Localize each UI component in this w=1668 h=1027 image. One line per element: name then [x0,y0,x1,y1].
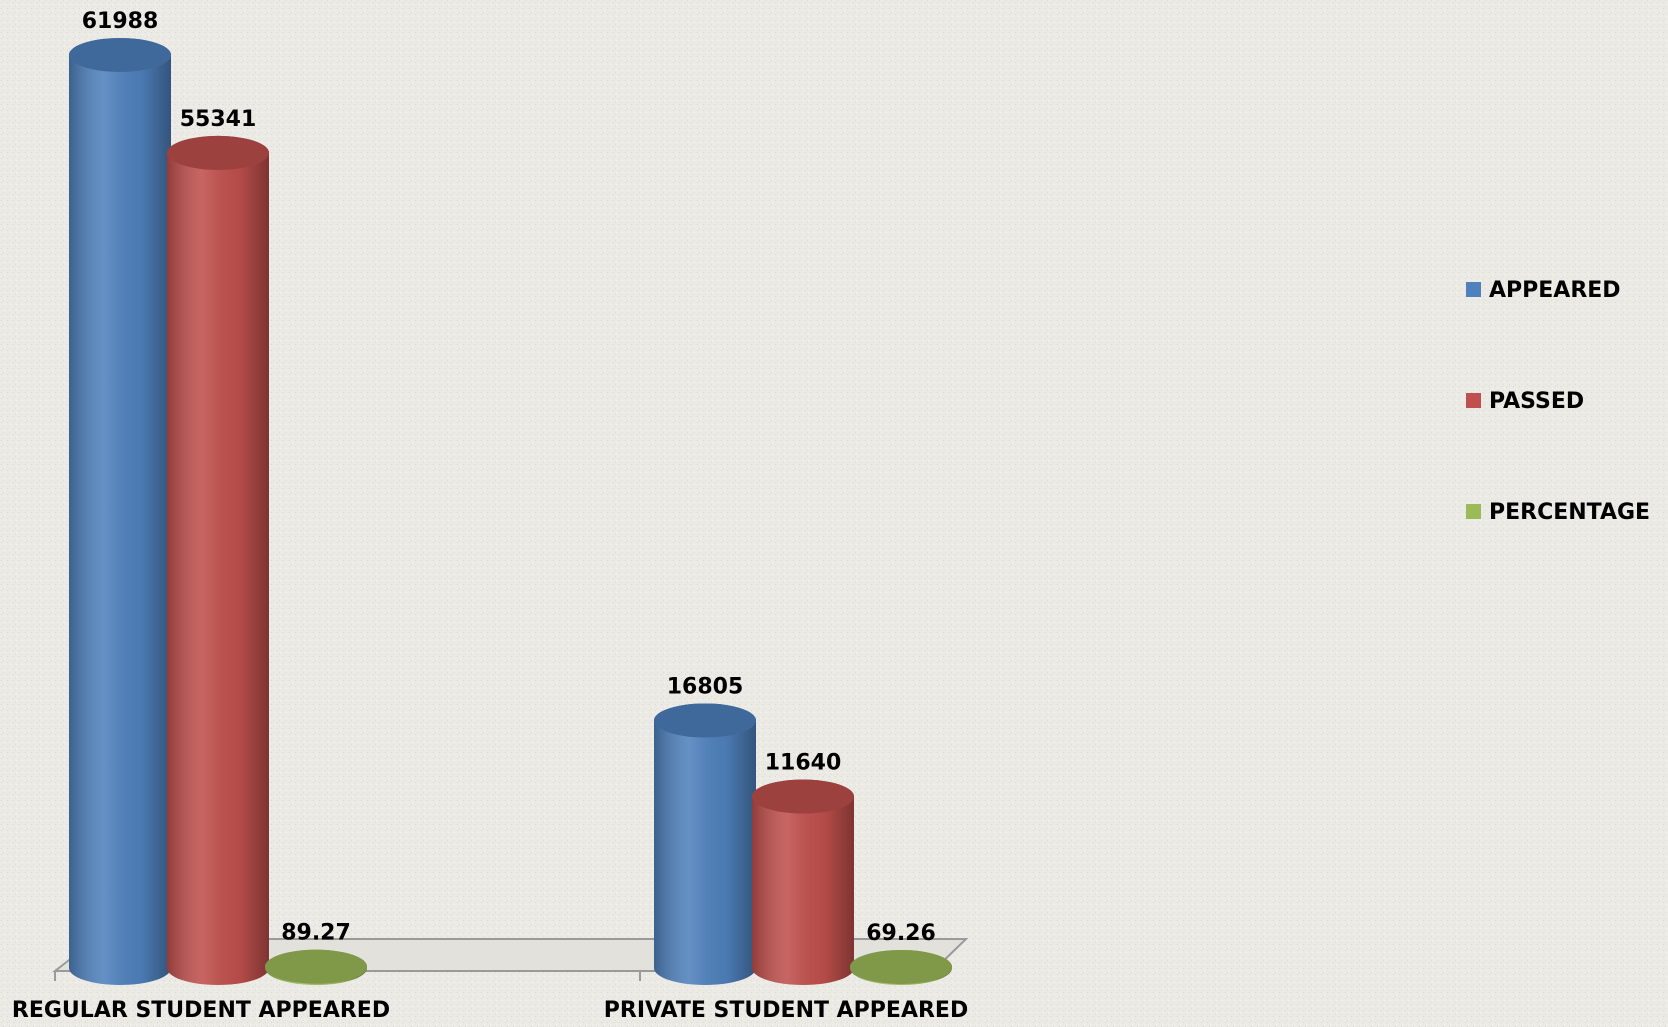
bar-top-shade [752,779,854,814]
bar-shade [167,135,269,986]
x-tick-label: REGULAR STUDENT APPEARED [12,998,390,1023]
legend-label: PERCENTAGE [1489,500,1650,525]
legend-label: PASSED [1489,389,1584,414]
bar-top-shade [265,949,367,984]
bar-top [654,703,756,738]
bar-shade [654,703,756,985]
data-label: 61988 [82,9,159,34]
data-label: 69.26 [866,921,936,946]
bar-top [69,38,171,72]
legend-label: APPEARED [1489,278,1621,303]
x-tick-label: PRIVATE STUDENT APPEARED [604,998,968,1023]
legend-swatch [1466,282,1481,297]
bar-top [752,779,854,814]
bar-top-shade [850,949,952,984]
legend-swatch [1466,504,1481,519]
bar-shade [752,779,854,985]
data-label: 11640 [765,751,842,776]
bar-top-shade [654,703,756,738]
bar-shade [69,38,171,985]
bar-top [265,949,367,984]
bar-top-shade [69,38,171,72]
bar-top-shade [167,135,269,170]
data-label: 89.27 [281,921,351,946]
bar-top [167,135,269,170]
data-label: 16805 [667,674,744,699]
bar-top [850,949,952,984]
legend-swatch [1466,393,1481,408]
data-label: 55341 [180,107,257,132]
